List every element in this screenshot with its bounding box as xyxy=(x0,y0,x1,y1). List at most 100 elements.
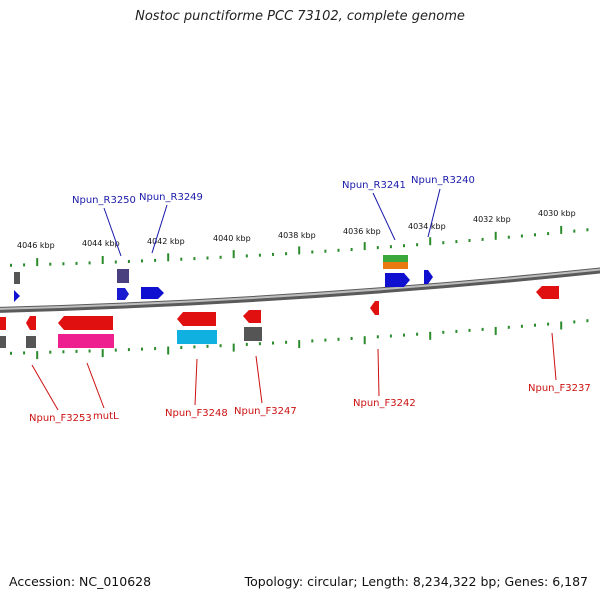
gene-arrow[interactable] xyxy=(26,316,36,330)
gene-block[interactable] xyxy=(117,269,129,283)
kbp-label: 4044 kbp xyxy=(82,239,120,248)
minor-tick xyxy=(272,341,274,345)
genome-backbone xyxy=(0,267,600,313)
minor-tick xyxy=(245,254,248,258)
minor-tick xyxy=(49,262,52,266)
gene-arrow[interactable] xyxy=(536,286,559,299)
major-tick xyxy=(298,246,301,255)
minor-tick xyxy=(180,257,183,261)
gene-block[interactable] xyxy=(0,317,6,330)
accession-text: Accession: NC_010628 xyxy=(9,574,152,589)
major-tick xyxy=(298,340,301,349)
minor-tick xyxy=(337,248,340,252)
minor-tick xyxy=(114,348,117,352)
minor-tick xyxy=(285,340,288,344)
minor-tick xyxy=(193,257,196,261)
major-tick xyxy=(167,346,170,355)
minor-tick xyxy=(75,261,78,265)
gene-label-mutl[interactable]: mutL xyxy=(93,411,119,422)
minor-tick xyxy=(141,347,143,351)
gene-label-npun-f3253[interactable]: Npun_F3253 xyxy=(29,413,92,424)
kbp-label: 4046 kbp xyxy=(17,241,55,250)
gene-block[interactable] xyxy=(244,327,262,341)
gene-arrow[interactable] xyxy=(58,316,113,330)
minor-tick xyxy=(455,240,458,244)
minor-tick xyxy=(468,239,471,242)
minor-tick xyxy=(258,342,261,346)
gene-label-npun-f3247[interactable]: Npun_F3247 xyxy=(234,406,297,417)
minor-tick xyxy=(442,241,445,245)
minor-tick xyxy=(206,256,209,260)
gene-arrow[interactable] xyxy=(243,310,261,323)
gene-arrow[interactable] xyxy=(424,270,433,284)
gene-block[interactable] xyxy=(26,336,36,348)
gene-arrow[interactable] xyxy=(177,312,216,326)
minor-tick xyxy=(311,339,314,343)
kbp-label: 4036 kbp xyxy=(343,227,381,236)
minor-tick xyxy=(481,237,484,241)
minor-tick xyxy=(49,350,52,354)
gene-block[interactable] xyxy=(383,262,408,269)
gene-label-npun-r3240[interactable]: Npun_R3240 xyxy=(411,175,475,186)
minor-tick xyxy=(10,263,12,267)
minor-tick xyxy=(23,263,26,267)
minor-tick xyxy=(468,328,471,332)
kbp-label: 4034 kbp xyxy=(408,222,446,231)
gene-block[interactable] xyxy=(58,334,114,348)
minor-tick xyxy=(337,337,340,341)
major-tick xyxy=(494,326,497,335)
major-tick xyxy=(36,351,39,360)
major-tick xyxy=(101,349,104,358)
minor-tick xyxy=(154,258,157,262)
minor-tick xyxy=(219,255,222,259)
gene-label-npun-f3242[interactable]: Npun_F3242 xyxy=(353,398,416,409)
minor-tick xyxy=(245,342,248,346)
minor-tick xyxy=(114,260,117,264)
minor-tick xyxy=(586,228,589,232)
minor-tick xyxy=(547,322,550,326)
minor-tick xyxy=(141,259,143,263)
minor-tick xyxy=(62,350,65,354)
gene-block[interactable] xyxy=(383,255,408,262)
minor-tick xyxy=(534,323,536,327)
gene-arrow[interactable] xyxy=(14,290,20,302)
minor-tick xyxy=(534,233,536,237)
gene-arrow[interactable] xyxy=(117,288,129,300)
gene-block[interactable] xyxy=(14,272,20,284)
major-tick xyxy=(494,231,497,240)
gene-label-npun-r3250[interactable]: Npun_R3250 xyxy=(72,195,136,206)
major-tick xyxy=(429,237,432,246)
gene-label-npun-f3248[interactable]: Npun_F3248 xyxy=(165,408,228,419)
minor-tick xyxy=(520,324,523,328)
reverse-strand-features xyxy=(14,255,433,302)
gene-label-npun-f3237[interactable]: Npun_F3237 xyxy=(528,383,591,394)
gene-arrow[interactable] xyxy=(141,287,164,299)
gene-arrow[interactable] xyxy=(370,301,379,315)
inner-tick-row xyxy=(10,319,589,360)
genome-backbone-highlight xyxy=(0,268,600,310)
gene-block[interactable] xyxy=(0,336,6,348)
gene-label-npun-r3249[interactable]: Npun_R3249 xyxy=(139,192,203,203)
minor-tick xyxy=(180,346,183,349)
minor-tick xyxy=(258,253,261,257)
kbp-label: 4032 kbp xyxy=(473,215,511,224)
major-tick xyxy=(36,258,39,267)
minor-tick xyxy=(285,252,288,256)
gene-arrow[interactable] xyxy=(385,273,410,287)
minor-tick xyxy=(88,261,91,265)
minor-tick xyxy=(350,248,353,251)
forward-leader-lines xyxy=(31,332,557,411)
gene-block[interactable] xyxy=(177,330,217,344)
minor-tick xyxy=(324,338,327,342)
kbp-label: 4042 kbp xyxy=(147,237,185,246)
gene-label-npun-r3241[interactable]: Npun_R3241 xyxy=(342,180,406,191)
major-tick xyxy=(232,250,235,259)
minor-tick xyxy=(573,320,576,324)
minor-tick xyxy=(455,329,458,333)
minor-tick xyxy=(376,335,379,339)
kbp-label: 4030 kbp xyxy=(538,209,576,218)
minor-tick xyxy=(62,262,65,266)
reverse-leader-lines xyxy=(103,188,441,257)
major-tick xyxy=(101,256,104,264)
minor-tick xyxy=(573,229,576,233)
